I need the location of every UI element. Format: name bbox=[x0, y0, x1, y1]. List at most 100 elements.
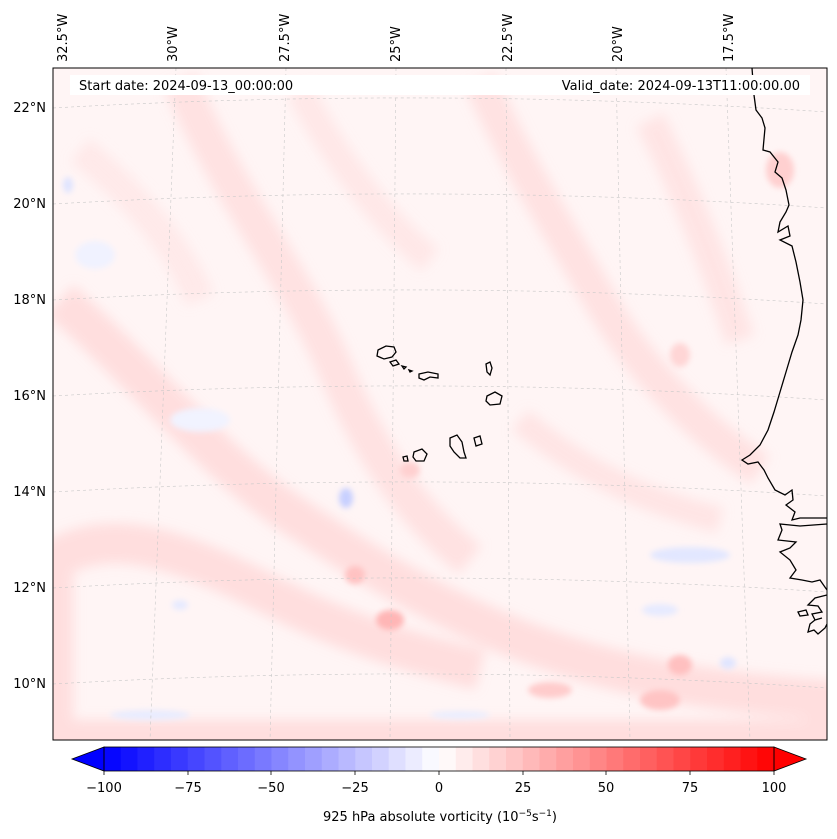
gridline-lon-20w bbox=[615, 68, 631, 740]
start-date-label: Start date: 2024-09-13_00:00:00 bbox=[79, 79, 293, 94]
coastlines bbox=[376, 68, 827, 635]
vorticity-min bbox=[339, 488, 353, 508]
guinea-bissau-coast bbox=[806, 594, 827, 635]
vorticity-max bbox=[400, 462, 420, 478]
vorticity-min bbox=[110, 710, 190, 720]
gridline-lat-10n bbox=[53, 673, 827, 689]
colorbar-swatch bbox=[204, 747, 222, 771]
lat-label: 22°N bbox=[13, 101, 46, 116]
vorticity-min bbox=[63, 177, 73, 193]
colorbar-swatch bbox=[757, 747, 775, 771]
colorbar-swatch bbox=[422, 747, 440, 771]
africa-coastline bbox=[740, 68, 827, 591]
islet bbox=[407, 368, 414, 373]
colorbar-swatch bbox=[623, 747, 641, 771]
island-fogo bbox=[412, 448, 428, 462]
colorbar-swatch bbox=[573, 747, 591, 771]
gridline-lat-14n bbox=[53, 481, 827, 497]
colorbar-label-base: 925 hPa absolute vorticity (10 bbox=[323, 810, 519, 825]
colorbar-swatch bbox=[388, 747, 406, 771]
colorbar-swatch bbox=[171, 747, 189, 771]
vorticity-min bbox=[75, 241, 115, 269]
island-santa-luzia bbox=[400, 364, 408, 371]
island-santiago bbox=[449, 434, 467, 459]
vorticity-max bbox=[528, 682, 572, 698]
gridline-lat-18n bbox=[53, 289, 827, 305]
colorbar-swatch bbox=[539, 747, 557, 771]
island-sao-vicente bbox=[388, 359, 401, 367]
lat-label: 10°N bbox=[13, 677, 46, 692]
colorbar-swatch bbox=[589, 747, 607, 771]
colorbar-swatch bbox=[104, 747, 122, 771]
gridlines bbox=[53, 68, 827, 740]
colorbar-tick-labels: −100 −75 −50 −25 0 25 50 75 100 bbox=[86, 781, 786, 796]
gridline-lon-27.5w bbox=[269, 68, 287, 740]
date-info-background bbox=[70, 75, 810, 95]
lat-label: 18°N bbox=[13, 293, 46, 308]
vorticity-band bbox=[511, 410, 724, 533]
colorbar-tick-label: −25 bbox=[341, 781, 368, 796]
lat-label: 12°N bbox=[13, 581, 46, 596]
colorbar-tick-label: 0 bbox=[435, 781, 443, 796]
gridline-lon-17.5w bbox=[725, 68, 751, 740]
colorbar-swatch bbox=[489, 747, 507, 771]
vorticity-max bbox=[376, 610, 404, 630]
colorbar-swatch bbox=[338, 747, 356, 771]
vorticity-min bbox=[720, 657, 736, 669]
colorbar-swatch bbox=[455, 747, 473, 771]
colorbar: −100 −75 −50 −25 0 25 50 75 100 925 hPa … bbox=[70, 746, 808, 825]
vorticity-max bbox=[640, 690, 680, 710]
gridline-lon-30w bbox=[149, 68, 177, 740]
colorbar-swatch bbox=[321, 747, 339, 771]
colorbar-tick-label: −75 bbox=[174, 781, 201, 796]
gridline-lat-12n bbox=[53, 577, 827, 593]
gridline-lat-22n bbox=[53, 97, 827, 113]
colorbar-swatch bbox=[120, 747, 138, 771]
vorticity-field-positive-bands bbox=[53, 73, 827, 740]
lon-label: 20°W bbox=[611, 26, 626, 62]
vorticity-min bbox=[650, 547, 730, 563]
colorbar-swatch bbox=[254, 747, 272, 771]
island-santo-antao bbox=[376, 345, 397, 360]
lon-label: 22.5°W bbox=[501, 14, 516, 62]
colorbar-swatch bbox=[740, 747, 758, 771]
island-sal bbox=[485, 361, 493, 377]
map-panel: Start date: 2024-09-13_00:00:00 Valid_da… bbox=[13, 14, 828, 741]
vorticity-field-minima bbox=[63, 177, 736, 720]
colorbar-label-unit: s bbox=[532, 810, 539, 825]
vorticity-field-maxima bbox=[345, 152, 794, 710]
colorbar-swatch bbox=[472, 747, 490, 771]
lon-label: 30°W bbox=[166, 26, 181, 62]
lon-label: 27.5°W bbox=[278, 14, 293, 62]
colorbar-swatch bbox=[405, 747, 423, 771]
lon-label: 17.5°W bbox=[722, 14, 737, 62]
colorbar-swatches bbox=[104, 747, 775, 771]
colorbar-swatch bbox=[187, 747, 205, 771]
gridline-lat-20n bbox=[53, 193, 827, 209]
vorticity-band bbox=[464, 73, 770, 485]
vorticity-band bbox=[163, 73, 482, 575]
colorbar-tick-label: 25 bbox=[515, 781, 532, 796]
colorbar-label: 925 hPa absolute vorticity (10−5s−1) bbox=[323, 809, 557, 825]
vorticity-min bbox=[430, 711, 490, 719]
colorbar-swatch bbox=[506, 747, 524, 771]
vorticity-max bbox=[345, 566, 365, 584]
lon-label: 25°W bbox=[389, 26, 404, 62]
latitude-labels: 22°N 20°N 18°N 16°N 14°N 12°N 10°N bbox=[13, 101, 46, 692]
gridline-lon-22.5w bbox=[505, 68, 511, 740]
colorbar-label-exponent: −5 bbox=[519, 809, 532, 819]
colorbar-swatch bbox=[656, 747, 674, 771]
colorbar-tick-label: −100 bbox=[86, 781, 122, 796]
colorbar-swatch bbox=[137, 747, 155, 771]
lon-label: 32.5°W bbox=[56, 14, 71, 62]
colorbar-swatch bbox=[690, 747, 708, 771]
colorbar-swatch bbox=[271, 747, 289, 771]
lat-label: 16°N bbox=[13, 389, 46, 404]
colorbar-swatch bbox=[606, 747, 624, 771]
vorticity-band bbox=[287, 83, 439, 271]
colorbar-swatch bbox=[238, 747, 256, 771]
vorticity-max bbox=[766, 152, 794, 188]
island-boa-vista bbox=[485, 391, 503, 406]
colorbar-tick-label: −50 bbox=[257, 781, 284, 796]
